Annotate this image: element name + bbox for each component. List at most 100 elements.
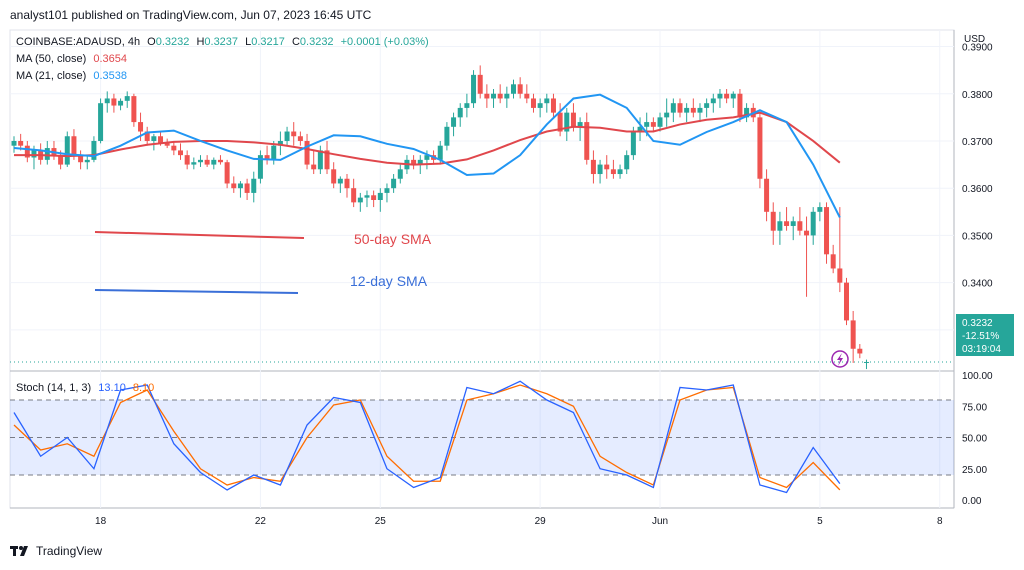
candle-body: [111, 98, 117, 106]
candle-body: [557, 112, 563, 132]
candle-body: [857, 348, 863, 354]
candle: [717, 89, 723, 108]
candle: [304, 133, 310, 170]
price-axis-currency: USD: [964, 34, 985, 45]
candle-body: [830, 254, 836, 269]
candle: [84, 155, 90, 170]
candle: [151, 133, 157, 151]
candle: [204, 155, 210, 167]
candle: [444, 122, 450, 151]
candle: [697, 103, 703, 123]
candle: [197, 155, 203, 167]
candle: [637, 117, 643, 141]
candle: [397, 164, 403, 184]
candle: [537, 98, 543, 118]
candle-body: [171, 145, 177, 151]
candle: [657, 112, 663, 132]
price-tick-label: 0.3500: [962, 231, 993, 242]
time-axis-ticks: 18222529Jun5811: [95, 516, 943, 527]
candle-body: [371, 195, 377, 200]
candle-body: [744, 107, 750, 118]
candle-body: [297, 136, 303, 141]
legend-stoch: Stoch (14, 1, 3) 13.10 8.10: [16, 382, 154, 394]
time-tick-label: 18: [95, 516, 107, 527]
candle: [550, 93, 556, 118]
candle: [351, 178, 357, 208]
candle-body: [804, 230, 810, 236]
candle: [171, 140, 177, 156]
chart-canvas[interactable]: 50-day SMA 12-day SMA COINBASE:ADAUSD, 4…: [0, 0, 1024, 540]
candle-body: [730, 93, 736, 99]
candle-body: [91, 140, 97, 160]
candle-body: [417, 159, 423, 165]
candle: [704, 98, 710, 118]
candle: [317, 145, 323, 175]
candle-body: [384, 188, 390, 193]
candle: [91, 136, 97, 163]
candle-body: [317, 150, 323, 170]
stoch-tick-label: 25.00: [962, 465, 987, 476]
candle-body: [324, 150, 330, 170]
candle-body: [184, 155, 190, 165]
candle-body: [650, 122, 656, 127]
legend-stoch-label: Stoch (14, 1, 3): [16, 382, 91, 394]
candle: [664, 98, 670, 127]
candle-body: [471, 74, 477, 104]
candle: [530, 93, 536, 113]
candle-body: [451, 117, 457, 127]
candle: [364, 190, 370, 208]
candle: [377, 188, 383, 212]
candle-body: [850, 320, 856, 349]
candle: [471, 70, 477, 108]
candle: [817, 202, 823, 222]
tradingview-logo-icon: [10, 546, 28, 556]
candle: [344, 174, 350, 198]
candle: [224, 159, 230, 189]
candle-body: [131, 96, 137, 123]
time-tick-label: 29: [535, 516, 547, 527]
candle-body: [670, 103, 676, 113]
price-tick-label: 0.3900: [962, 43, 993, 54]
price-tick-label: 0.3600: [962, 184, 993, 195]
sma12-annotation-line: [94, 289, 299, 294]
candle: [38, 143, 44, 165]
candle-body: [158, 136, 164, 144]
candle-body: [311, 164, 317, 170]
candle-body: [497, 93, 503, 99]
candle-body: [191, 162, 197, 165]
candle-body: [84, 159, 90, 163]
legend-ma21-label: MA (21, close): [16, 70, 86, 82]
stoch-tick-label: 50.00: [962, 434, 987, 445]
legend-o: 0.3232: [156, 36, 190, 48]
lightning-alert-icon[interactable]: [831, 350, 849, 368]
candle-body: [44, 148, 50, 160]
candle: [44, 140, 50, 165]
footer-brand[interactable]: TradingView: [10, 544, 102, 558]
candle: [790, 216, 796, 241]
candle-body: [784, 221, 790, 226]
candle: [624, 150, 630, 175]
legend-ma21: MA (21, close) 0.3538: [16, 70, 127, 82]
candle: [604, 155, 610, 179]
candle-body: [351, 188, 357, 203]
legend-l-label: L: [245, 36, 251, 48]
candle: [484, 84, 490, 108]
legend-o-label: O: [147, 36, 156, 48]
candle-body: [817, 207, 823, 212]
ma-lines: [13, 93, 841, 218]
legend-ohlc: COINBASE:ADAUSD, 4h O0.3232 H0.3237 L0.3…: [16, 36, 429, 48]
candle: [384, 183, 390, 203]
candle-body: [644, 122, 650, 127]
candle-body: [504, 93, 510, 99]
price-grid: [10, 46, 954, 331]
candle: [111, 93, 117, 113]
candle: [451, 112, 457, 137]
candle-body: [284, 131, 290, 141]
candle-body: [544, 98, 550, 104]
candle-body: [704, 103, 710, 108]
legend-h-label: H: [196, 36, 204, 48]
candle-body: [790, 221, 796, 226]
candle-body: [144, 131, 150, 141]
candle-body: [11, 140, 17, 146]
candle: [617, 164, 623, 179]
